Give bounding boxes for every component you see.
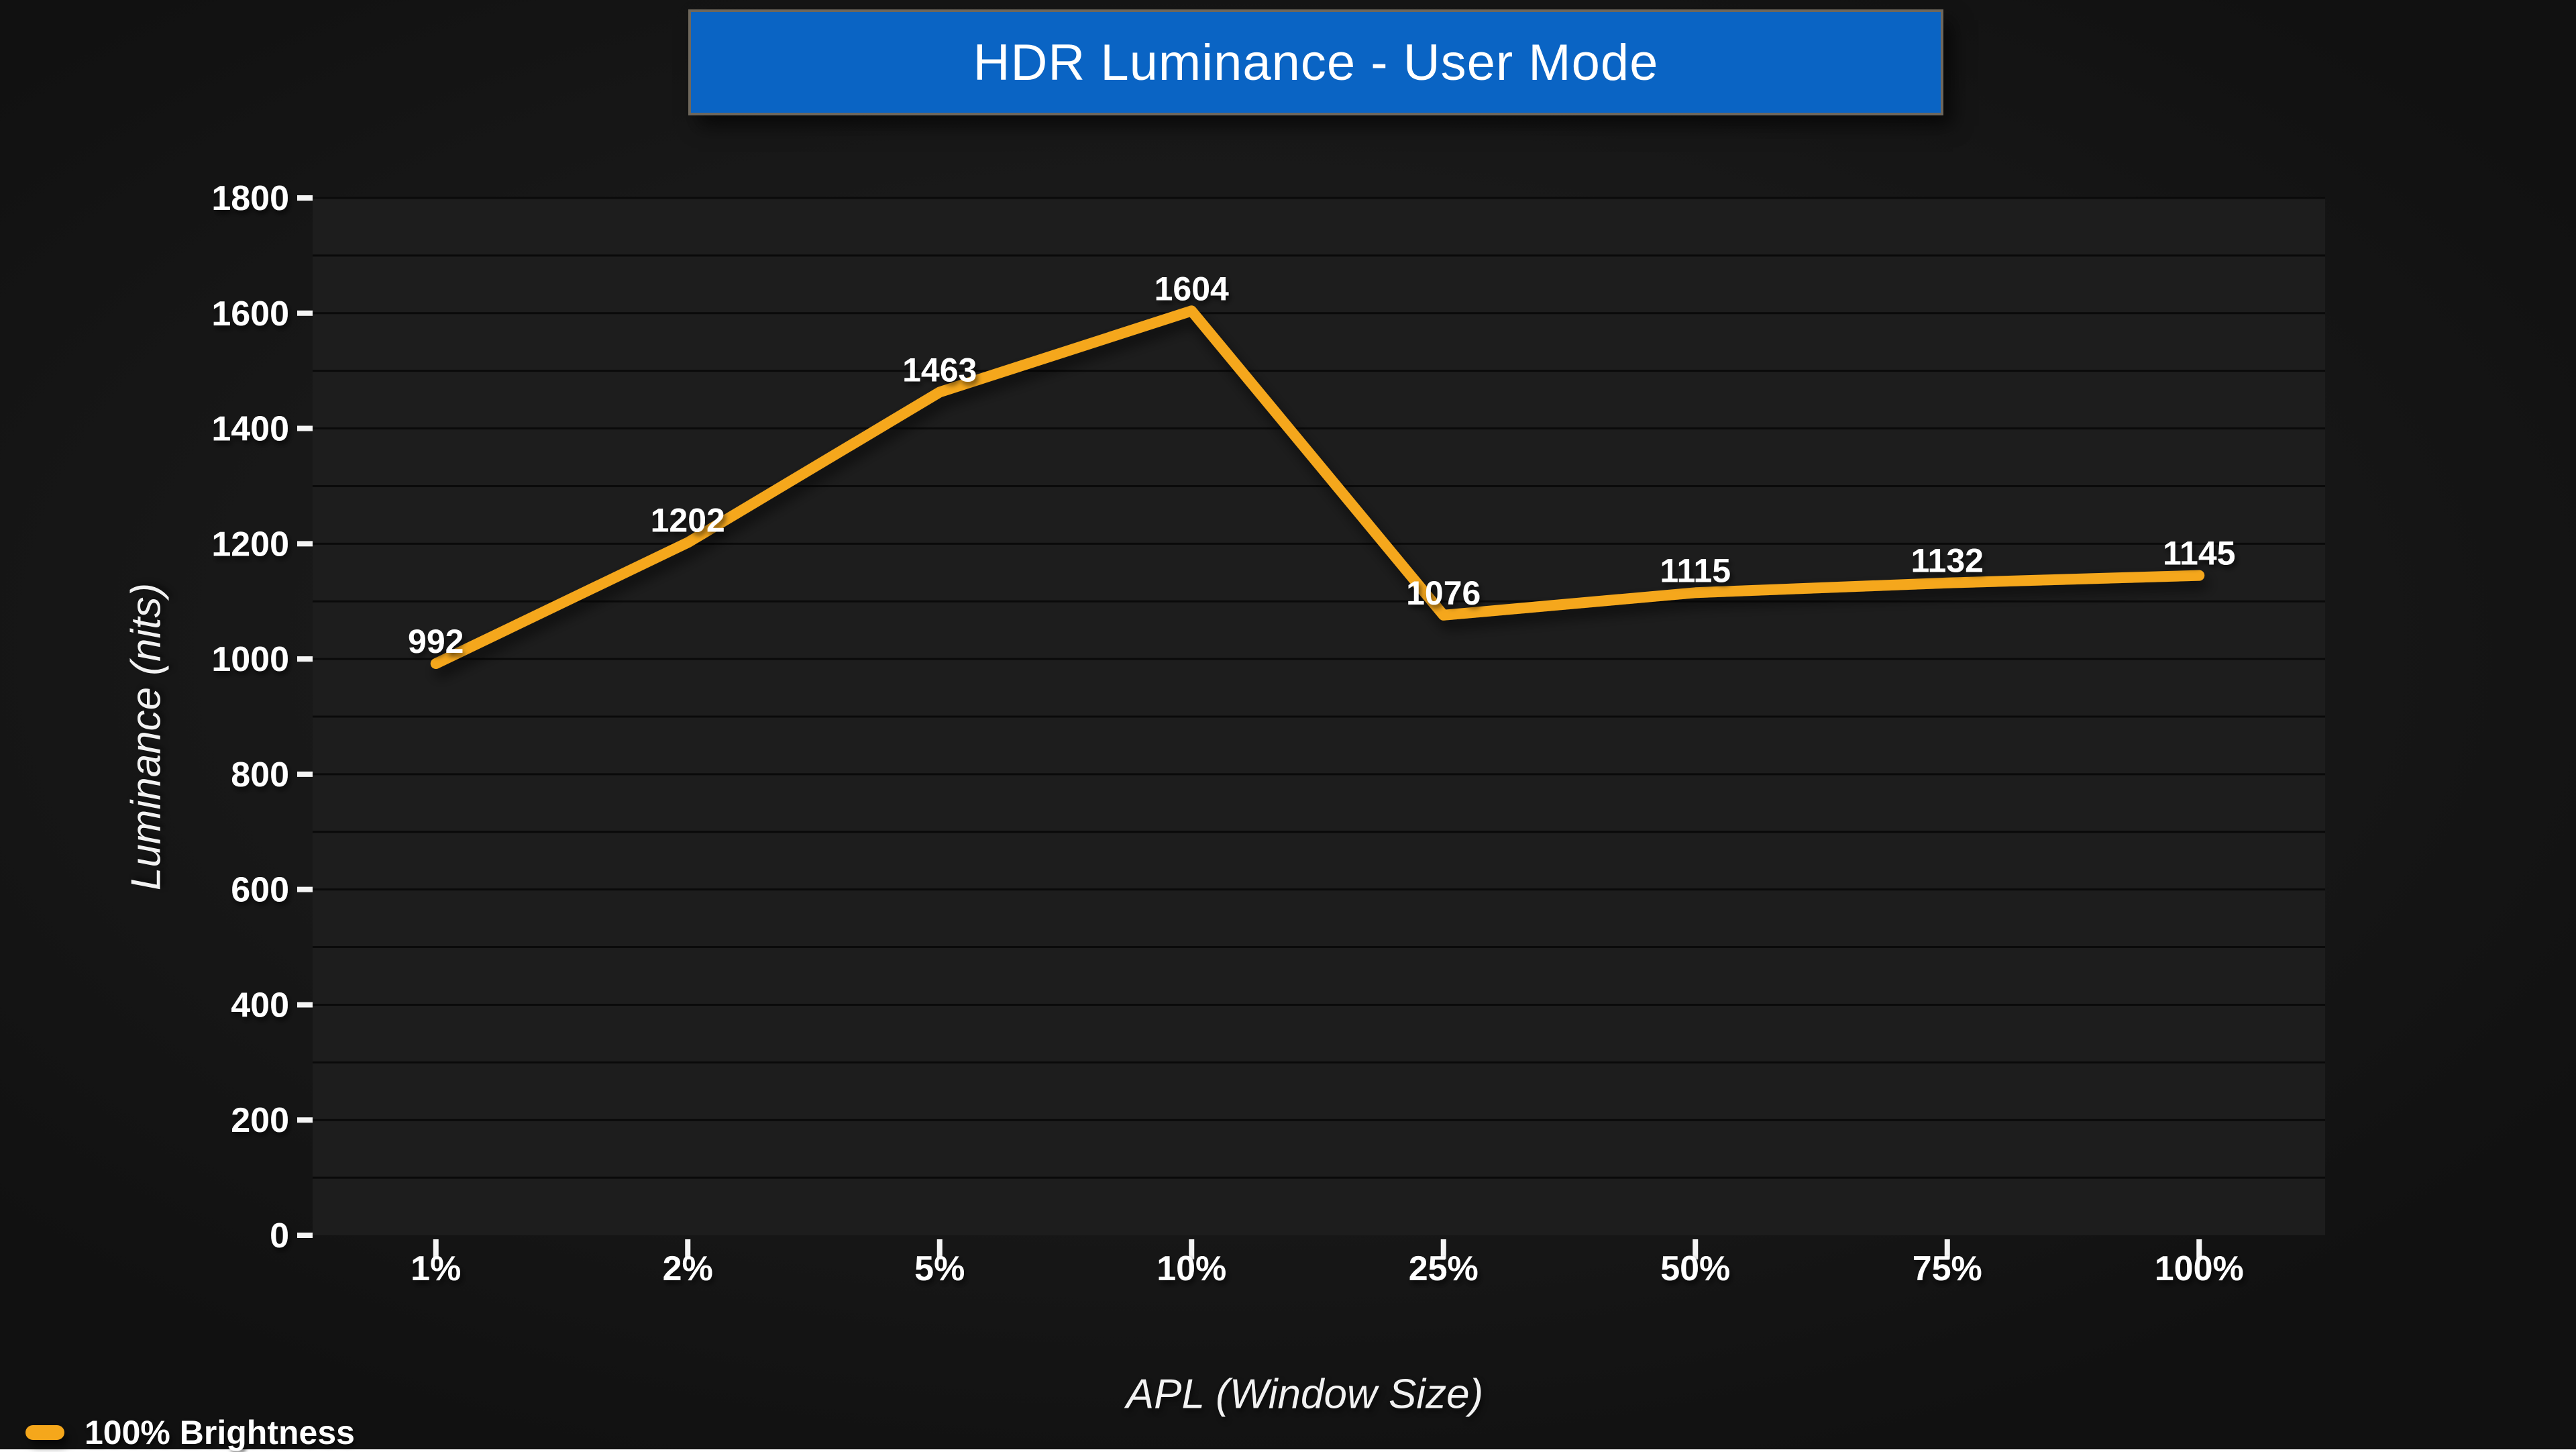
x-tick-label: 2% bbox=[663, 1249, 713, 1288]
data-label: 1076 bbox=[1406, 574, 1481, 612]
x-tick-label: 100% bbox=[2155, 1249, 2244, 1288]
x-tick-label: 10% bbox=[1157, 1249, 1226, 1288]
x-tick-label: 25% bbox=[1409, 1249, 1479, 1288]
x-tick-label: 1% bbox=[411, 1249, 461, 1288]
plot-area-layer: 0 200 400 600 800 1000 1200 1400 1600 1800 1% 2% 5% 1… bbox=[211, 179, 2325, 1288]
data-label: 1202 bbox=[651, 502, 725, 539]
y-axis-title: Luminance (nits) bbox=[123, 583, 170, 890]
y-tick-label: 0 bbox=[270, 1216, 289, 1255]
data-label: 1145 bbox=[2163, 535, 2235, 572]
data-label: 1115 bbox=[1660, 552, 1731, 589]
x-tick-label: 75% bbox=[1913, 1249, 1982, 1288]
y-tick-label: 400 bbox=[231, 986, 289, 1025]
data-label: 1132 bbox=[1911, 542, 1984, 580]
data-label: 992 bbox=[408, 623, 464, 660]
y-tick-label: 200 bbox=[231, 1101, 289, 1140]
y-tick-label: 1800 bbox=[211, 179, 289, 218]
y-tick-label: 1400 bbox=[211, 410, 289, 449]
x-axis-title: APL (Window Size) bbox=[1126, 1371, 1483, 1418]
data-label: 1463 bbox=[902, 351, 977, 388]
x-tick-label: 5% bbox=[914, 1249, 965, 1288]
y-tick-label: 1200 bbox=[211, 525, 289, 564]
y-tick-label: 1600 bbox=[211, 295, 289, 333]
x-tick-label: 50% bbox=[1660, 1249, 1730, 1288]
legend-label: 100% Brightness bbox=[85, 1413, 355, 1452]
y-tick-label: 600 bbox=[231, 871, 289, 910]
legend-line-swatch bbox=[25, 1425, 64, 1440]
data-label: 1604 bbox=[1155, 270, 1229, 307]
y-tick-label: 800 bbox=[231, 756, 289, 794]
y-tick-label: 1000 bbox=[211, 640, 289, 679]
legend: 100% Brightness bbox=[25, 1413, 355, 1452]
